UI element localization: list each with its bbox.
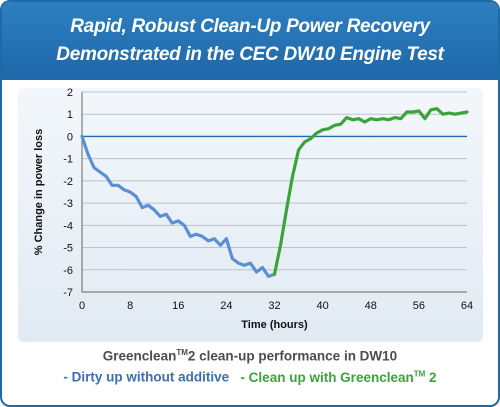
x-tick-label: 32 <box>268 300 280 312</box>
chart-title-line1: Rapid, Robust Clean-Up Power Recovery <box>70 16 430 37</box>
y-tick-label: -4 <box>63 220 73 232</box>
y-tick-label: -5 <box>63 243 73 255</box>
x-tick-label: 40 <box>317 300 329 312</box>
y-tick-label: -7 <box>63 287 73 299</box>
chart-caption: GreencleanTM2 clean-up performance in DW… <box>2 348 498 364</box>
x-tick-label: 8 <box>127 300 133 312</box>
x-tick-label: 56 <box>413 300 425 312</box>
series-line-dirty <box>80 134 277 278</box>
y-tick-label: 2 <box>67 87 73 99</box>
x-tick-label: 16 <box>172 300 184 312</box>
x-tick-label: 24 <box>220 300 232 312</box>
x-axis-label: Time (hours) <box>241 319 308 331</box>
y-axis-label: % Change in power loss <box>33 129 45 256</box>
chart-legend: - Dirty up without additive - Clean up w… <box>2 369 498 385</box>
title-banner: Rapid, Robust Clean-Up Power Recovery De… <box>2 2 498 80</box>
y-tick-label: 0 <box>67 131 73 143</box>
caption-trademark: TM <box>176 348 188 357</box>
series-line-clean <box>272 107 469 276</box>
y-tick-label: -2 <box>63 176 73 188</box>
legend-clean-trademark: TM <box>413 369 426 378</box>
y-tick-label: -1 <box>63 154 73 166</box>
legend-item-clean: - Clean up with GreencleanTM 2 <box>240 369 437 385</box>
x-tick-label: 48 <box>365 300 377 312</box>
legend-clean-prefix: - Clean up with Greenclean <box>240 369 414 385</box>
y-tick-label: 1 <box>67 109 73 121</box>
caption-suffix: 2 clean-up performance in DW10 <box>187 348 398 364</box>
chart-title-line2: Demonstrated in the CEC DW10 Engine Test <box>56 44 444 65</box>
legend-item-dirty: - Dirty up without additive <box>63 369 230 385</box>
legend-clean-suffix: 2 <box>425 369 437 385</box>
caption-prefix: Greenclean <box>102 348 177 364</box>
x-tick-label: 64 <box>461 300 473 312</box>
y-tick-label: -6 <box>63 265 73 277</box>
y-tick-label: -3 <box>63 198 73 210</box>
plot-background <box>18 88 483 342</box>
x-tick-label: 0 <box>79 300 85 312</box>
